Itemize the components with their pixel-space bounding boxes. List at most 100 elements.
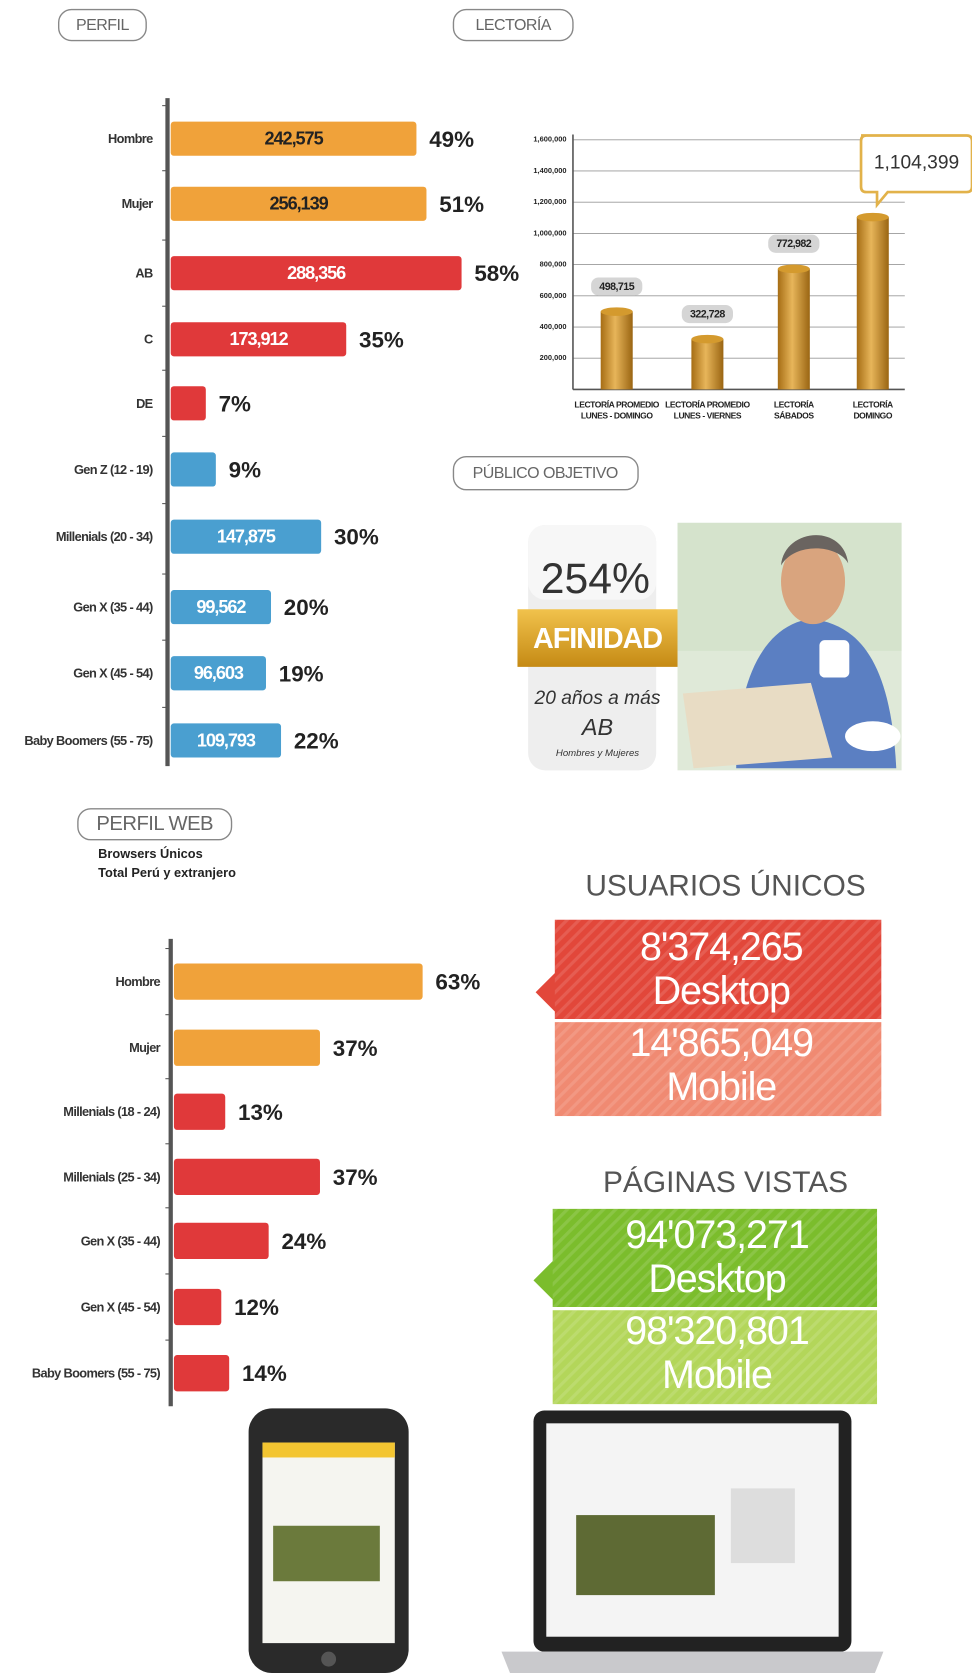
percent-label: 24% xyxy=(281,1229,326,1254)
section-label: LECTORÍA xyxy=(475,15,551,34)
target-age: 20 años a más xyxy=(534,688,661,709)
category-label: Mujer xyxy=(122,196,154,211)
section-label: PERFIL WEB xyxy=(96,813,213,835)
percent-label: 37% xyxy=(333,1165,378,1190)
target-segment: AB xyxy=(580,714,613,740)
value-label: 772,982 xyxy=(776,238,811,250)
bar xyxy=(174,1094,225,1130)
percent-label: 9% xyxy=(229,458,261,483)
x-tick-label: DOMINGO xyxy=(853,410,892,420)
percent-label: 7% xyxy=(219,391,251,416)
value-label: 1,104,399 xyxy=(874,152,959,173)
phone-button xyxy=(321,1652,336,1667)
category-label: Baby Boomers (55 - 75) xyxy=(32,1366,161,1381)
bar-cap xyxy=(857,213,889,222)
count-label: 147,875 xyxy=(217,527,276,547)
desktop-label: Desktop xyxy=(648,1257,785,1301)
panel-title: USUARIOS ÚNICOS xyxy=(585,870,865,903)
value-label: 498,715 xyxy=(599,281,634,293)
page: Perfil y Lectoría { "labels": {"perfil":… xyxy=(0,0,972,1673)
category-label: C xyxy=(144,332,153,347)
bar xyxy=(174,1289,221,1325)
y-tick-label: 400,000 xyxy=(540,322,567,331)
photo-bowl xyxy=(845,721,900,751)
count-label: 288,356 xyxy=(287,263,346,283)
bar-cap xyxy=(778,265,810,274)
percent-label: 37% xyxy=(333,1036,378,1061)
section-label: PÚBLICO OBJETIVO xyxy=(473,463,618,482)
note: Browsers Únicos xyxy=(98,846,203,861)
laptop xyxy=(501,1411,883,1673)
photo xyxy=(678,523,902,771)
y-tick-label: 1,600,000 xyxy=(533,135,566,144)
laptop-ad xyxy=(731,1488,795,1563)
note: Total Perú y extranjero xyxy=(98,865,236,880)
y-tick-label: 1,200,000 xyxy=(533,197,566,206)
target-gender: Hombres y Mujeres xyxy=(556,748,639,759)
percent-label: 63% xyxy=(435,970,480,995)
photo-newspaper xyxy=(683,683,832,768)
bar xyxy=(174,1030,320,1066)
category-label: Baby Boomers (55 - 75) xyxy=(24,733,153,748)
x-tick-label: LECTORÍA PROMEDIO xyxy=(665,399,750,410)
desktop-label: Desktop xyxy=(653,969,790,1013)
percent-label: 51% xyxy=(439,192,484,217)
laptop-image xyxy=(576,1515,715,1595)
category-label: Gen X (45 - 54) xyxy=(73,666,153,681)
category-label: Millenials (25 - 34) xyxy=(63,1169,160,1184)
count-label: 242,575 xyxy=(265,129,324,149)
percent-label: 35% xyxy=(359,327,404,352)
bar xyxy=(778,269,810,390)
category-label: Mujer xyxy=(129,1040,161,1055)
bar xyxy=(601,312,633,390)
x-tick-label: SÁBADOS xyxy=(774,409,814,420)
count-label: 96,603 xyxy=(194,663,244,683)
bar xyxy=(857,217,889,389)
percent-label: 22% xyxy=(294,729,339,754)
category-label: Gen X (35 - 44) xyxy=(81,1233,161,1248)
y-tick-label: 600,000 xyxy=(540,291,567,300)
percent-label: 19% xyxy=(279,661,324,686)
affinity-value: 254% xyxy=(541,555,650,603)
bar-cap xyxy=(601,307,633,316)
category-label: Millenials (20 - 34) xyxy=(56,529,153,544)
category-label: Hombre xyxy=(116,974,161,989)
infographic: PERFIL LECTORÍA PÚBLICO OBJETIVO PERFIL … xyxy=(0,0,972,1673)
photo-cup xyxy=(819,640,849,677)
x-tick-label: LECTORÍA xyxy=(853,399,893,410)
y-tick-label: 1,000,000 xyxy=(533,228,566,237)
count-label: 173,912 xyxy=(229,329,288,349)
percent-label: 20% xyxy=(284,595,329,620)
percent-label: 14% xyxy=(242,1361,287,1386)
laptop-base xyxy=(501,1652,883,1673)
category-label: DE xyxy=(136,396,154,411)
y-tick-label: 1,400,000 xyxy=(533,166,566,175)
percent-label: 49% xyxy=(429,127,474,152)
affinity-label: AFINIDAD xyxy=(533,623,662,655)
mobile-users: 14'865,049 xyxy=(630,1021,814,1065)
value-label: 322,728 xyxy=(690,308,725,320)
bar-cap xyxy=(691,335,723,344)
mobile-label: Mobile xyxy=(666,1065,776,1109)
desktop-users: 8'374,265 xyxy=(640,925,803,969)
count-label: 99,562 xyxy=(196,597,246,617)
bar xyxy=(171,386,206,420)
section-label: PERFIL xyxy=(76,17,129,34)
count-label: 256,139 xyxy=(270,194,329,214)
x-tick-label: LECTORÍA PROMEDIO xyxy=(574,399,659,410)
percent-label: 12% xyxy=(234,1295,279,1320)
body: PERFIL LECTORÍA PÚBLICO OBJETIVO PERFIL … xyxy=(0,0,972,1673)
percent-label: 30% xyxy=(334,525,379,550)
x-tick-label: LUNES - DOMINGO xyxy=(581,410,653,420)
category-label: Gen X (35 - 44) xyxy=(73,600,153,615)
category-label: Millenials (18 - 24) xyxy=(63,1104,160,1119)
panel-title: PÁGINAS VISTAS xyxy=(603,1166,848,1199)
mobile-views: 98'320,801 xyxy=(625,1309,809,1353)
category-label: AB xyxy=(135,266,153,281)
desktop-views: 94'073,271 xyxy=(625,1213,809,1257)
percent-label: 13% xyxy=(238,1100,283,1125)
bar xyxy=(171,452,216,486)
count-label: 109,793 xyxy=(197,730,256,750)
phone-image xyxy=(273,1526,380,1581)
bar xyxy=(174,1223,269,1259)
